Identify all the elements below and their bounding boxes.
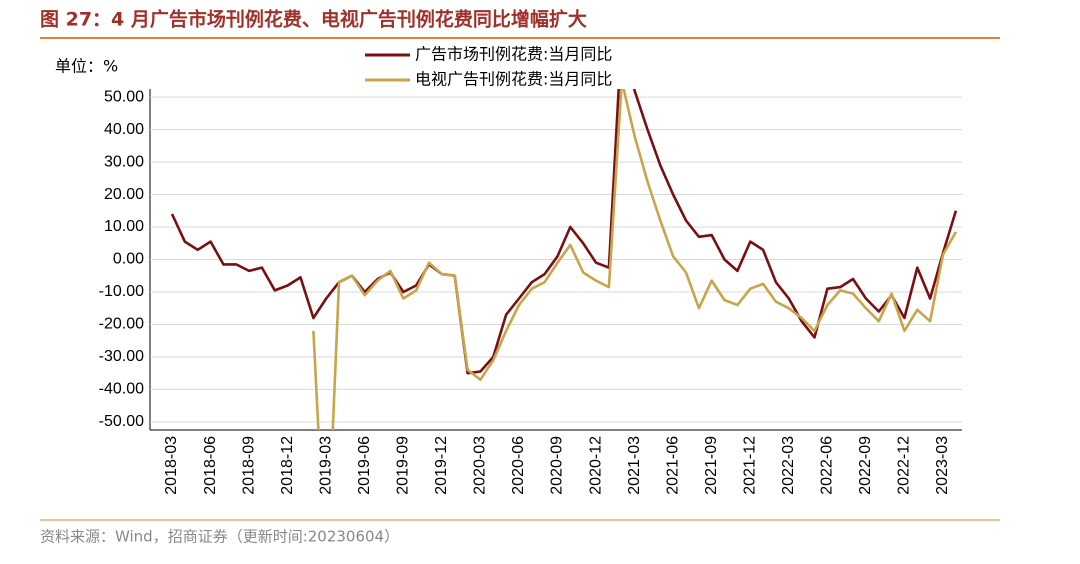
y-tick-label: 0.00 <box>113 251 144 268</box>
x-tick-label: 2019-12 <box>433 436 450 495</box>
source: 资料来源：Wind，招商证券（更新时间:20230604） <box>40 528 399 546</box>
x-tick-label: 2021-06 <box>664 436 681 495</box>
x-tick-label: 2022-09 <box>857 436 874 495</box>
x-tick-label: 2022-03 <box>780 436 797 495</box>
y-tick-label: 30.00 <box>104 153 144 170</box>
y-tick-label: -40.00 <box>99 381 144 398</box>
x-tick-label: 2018-09 <box>240 436 257 495</box>
y-tick-label: -10.00 <box>99 283 144 300</box>
y-tick-label: 50.00 <box>104 88 144 105</box>
series-line <box>170 89 958 375</box>
x-tick-label: 2020-03 <box>472 436 489 495</box>
y-tick-label: -30.00 <box>99 348 144 365</box>
legend-label: 电视广告刊例花费:当月同比 <box>415 70 612 89</box>
y-tick-label: -20.00 <box>99 316 144 333</box>
y-tick-label: 40.00 <box>104 121 144 138</box>
x-tick-label: 2019-09 <box>395 436 412 495</box>
x-tick-label: 2019-03 <box>317 436 334 495</box>
x-tick-label: 2018-12 <box>279 436 296 495</box>
y-tick-label: 20.00 <box>104 186 144 203</box>
legend-label: 广告市场刊例花费:当月同比 <box>415 45 612 64</box>
x-tick-label: 2021-12 <box>741 436 758 495</box>
x-tick-label: 2021-03 <box>626 436 643 495</box>
y-tick-label: -50.00 <box>99 413 144 430</box>
chart-title: 图 27：4 月广告市场刊例花费、电视广告刊例花费同比增幅扩大 <box>40 8 587 31</box>
x-tick-label: 2020-09 <box>549 436 566 495</box>
x-tick-label: 2023-03 <box>934 436 951 495</box>
plot <box>170 89 958 430</box>
x-tick-label: 2022-06 <box>819 436 836 495</box>
x-tick-label: 2018-06 <box>202 436 219 495</box>
x-tick-label: 2020-12 <box>587 436 604 495</box>
x-tick-label: 2019-06 <box>356 436 373 495</box>
x-tick-label: 2022-12 <box>896 436 913 495</box>
x-tick-label: 2020-06 <box>510 436 527 495</box>
x-tick-label: 2021-09 <box>703 436 720 495</box>
unit-label: 单位：% <box>55 57 118 76</box>
x-tick-label: 2018-03 <box>163 436 180 495</box>
series-line <box>312 89 958 430</box>
y-tick-label: 10.00 <box>104 218 144 235</box>
